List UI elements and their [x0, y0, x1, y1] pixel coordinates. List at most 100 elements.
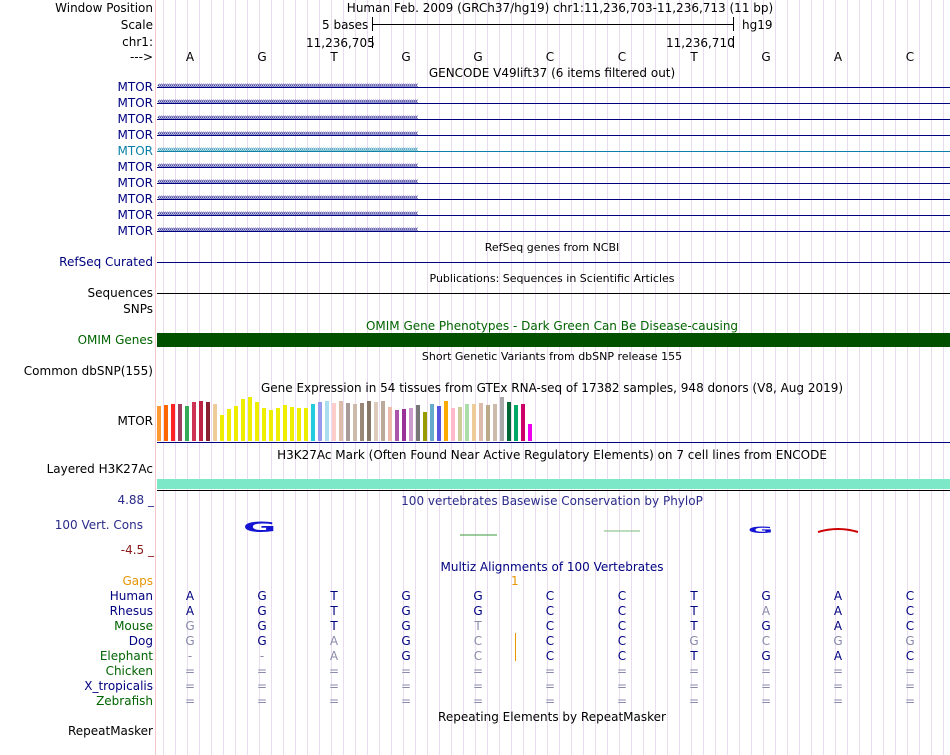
gtex-tissue-bar[interactable] [430, 404, 434, 441]
gtex-tissue-bar[interactable] [276, 408, 280, 441]
refseq-label[interactable]: RefSeq Curated [59, 255, 153, 269]
gencode-transcript-label[interactable]: MTOR [117, 208, 153, 222]
gencode-transcript-line[interactable]: ‹‹‹‹‹‹‹‹‹‹‹‹‹‹‹‹‹‹‹‹‹‹‹‹‹‹‹‹‹‹‹‹‹‹‹‹‹‹‹‹… [157, 178, 950, 184]
gtex-tissue-bar[interactable] [493, 404, 497, 441]
gtex-tissue-bar[interactable] [269, 410, 273, 441]
gtex-tissue-bar[interactable] [500, 397, 504, 441]
species-label[interactable]: Zebrafish [96, 694, 153, 708]
species-label[interactable]: Elephant [99, 649, 153, 663]
gtex-tissue-bar[interactable] [437, 406, 441, 441]
gtex-tissue-bar[interactable] [423, 412, 427, 441]
h3k27ac-label[interactable]: Layered H3K27Ac [46, 462, 153, 476]
gencode-transcript-label[interactable]: MTOR [117, 160, 153, 174]
gtex-tissue-bar[interactable] [318, 402, 322, 441]
species-label[interactable]: Human [109, 589, 153, 603]
gtex-tissue-bar[interactable] [332, 403, 336, 441]
gencode-transcript-line[interactable]: ‹‹‹‹‹‹‹‹‹‹‹‹‹‹‹‹‹‹‹‹‹‹‹‹‹‹‹‹‹‹‹‹‹‹‹‹‹‹‹‹… [157, 82, 950, 88]
gtex-tissue-bar[interactable] [192, 402, 196, 441]
gtex-tissue-bar[interactable] [157, 406, 161, 441]
gencode-transcript-label[interactable]: MTOR [117, 176, 153, 190]
gtex-tissue-bar[interactable] [374, 402, 378, 441]
gtex-tissue-bar[interactable] [185, 406, 189, 441]
gtex-tissue-bar[interactable] [507, 402, 511, 441]
omim-label[interactable]: OMIM Genes [77, 333, 153, 347]
gencode-transcript-line[interactable]: ‹‹‹‹‹‹‹‹‹‹‹‹‹‹‹‹‹‹‹‹‹‹‹‹‹‹‹‹‹‹‹‹‹‹‹‹‹‹‹‹… [157, 146, 950, 152]
gtex-tissue-bar[interactable] [248, 397, 252, 441]
gtex-tissue-bar[interactable] [528, 424, 532, 441]
gencode-transcript-label[interactable]: MTOR [117, 128, 153, 142]
gtex-tissue-bar[interactable] [444, 401, 448, 441]
gencode-transcript-label[interactable]: MTOR [117, 144, 153, 158]
gtex-tissue-bar[interactable] [227, 409, 231, 441]
gtex-tissue-bar[interactable] [255, 402, 259, 441]
publications-label[interactable]: Sequences [87, 286, 153, 300]
gtex-tissue-bar[interactable] [206, 402, 210, 441]
gtex-tissue-bar[interactable] [164, 405, 168, 441]
gaps-label[interactable]: Gaps [122, 574, 153, 588]
gtex-tissue-bar[interactable] [283, 405, 287, 441]
gtex-tissue-bar[interactable] [171, 404, 175, 441]
gencode-transcript-label[interactable]: MTOR [117, 224, 153, 238]
gencode-transcript-label[interactable]: MTOR [117, 80, 153, 94]
gtex-tissue-bar[interactable] [220, 415, 224, 441]
gtex-tissue-bar[interactable] [241, 399, 245, 441]
gtex-tissue-bar[interactable] [514, 405, 518, 441]
gencode-transcript-line[interactable]: ‹‹‹‹‹‹‹‹‹‹‹‹‹‹‹‹‹‹‹‹‹‹‹‹‹‹‹‹‹‹‹‹‹‹‹‹‹‹‹‹… [157, 162, 950, 168]
gtex-tissue-bar[interactable] [381, 401, 385, 441]
gtex-tissue-bar[interactable] [360, 403, 364, 441]
gtex-tissue-bar[interactable] [402, 409, 406, 441]
omim-bar[interactable] [157, 333, 950, 347]
gtex-tissue-bar[interactable] [451, 408, 455, 441]
gtex-tissue-bar[interactable] [367, 401, 371, 441]
dbsnp-label[interactable]: Common dbSNP(155) [23, 364, 153, 378]
cons-label[interactable]: 100 Vert. Cons [54, 518, 143, 532]
gencode-transcript-line[interactable]: ‹‹‹‹‹‹‹‹‹‹‹‹‹‹‹‹‹‹‹‹‹‹‹‹‹‹‹‹‹‹‹‹‹‹‹‹‹‹‹‹… [157, 226, 950, 232]
repeatmasker-label[interactable]: RepeatMasker [67, 724, 153, 738]
gencode-transcript-line[interactable]: ‹‹‹‹‹‹‹‹‹‹‹‹‹‹‹‹‹‹‹‹‹‹‹‹‹‹‹‹‹‹‹‹‹‹‹‹‹‹‹‹… [157, 98, 950, 104]
gencode-transcript-line[interactable]: ‹‹‹‹‹‹‹‹‹‹‹‹‹‹‹‹‹‹‹‹‹‹‹‹‹‹‹‹‹‹‹‹‹‹‹‹‹‹‹‹… [157, 114, 950, 120]
gencode-transcript-line[interactable]: ‹‹‹‹‹‹‹‹‹‹‹‹‹‹‹‹‹‹‹‹‹‹‹‹‹‹‹‹‹‹‹‹‹‹‹‹‹‹‹‹… [157, 130, 950, 136]
species-label[interactable]: X_tropicalis [84, 679, 153, 693]
refseq-line[interactable] [157, 262, 950, 263]
gencode-transcript-line[interactable]: ‹‹‹‹‹‹‹‹‹‹‹‹‹‹‹‹‹‹‹‹‹‹‹‹‹‹‹‹‹‹‹‹‹‹‹‹‹‹‹‹… [157, 194, 950, 200]
reference-base: A [833, 50, 843, 64]
gtex-tissue-bar[interactable] [388, 407, 392, 441]
gtex-tissue-bar[interactable] [234, 406, 238, 441]
gtex-tissue-bar[interactable] [465, 404, 469, 441]
gencode-transcript-label[interactable]: MTOR [117, 96, 153, 110]
gtex-label[interactable]: MTOR [117, 414, 153, 428]
publications-line[interactable] [157, 293, 950, 294]
species-label[interactable]: Chicken [105, 664, 153, 678]
gtex-tissue-bar[interactable] [472, 404, 476, 441]
gencode-transcript-label[interactable]: MTOR [117, 192, 153, 206]
species-label[interactable]: Mouse [114, 619, 153, 633]
gtex-tissue-bar[interactable] [479, 403, 483, 441]
gtex-tissue-bar[interactable] [521, 404, 525, 441]
gtex-tissue-bar[interactable] [178, 404, 182, 441]
gtex-tissue-bar[interactable] [353, 404, 357, 441]
gtex-tissue-bar[interactable] [311, 404, 315, 441]
species-label[interactable]: Dog [128, 634, 153, 648]
gencode-transcript-label[interactable]: MTOR [117, 112, 153, 126]
h3k27ac-signal[interactable] [157, 479, 950, 489]
gtex-tissue-bar[interactable] [409, 408, 413, 441]
gtex-tissue-bar[interactable] [416, 405, 420, 441]
gtex-tissue-bar[interactable] [395, 410, 399, 441]
coord-right: 11,236,710 [666, 36, 735, 50]
gtex-tissue-bar[interactable] [213, 404, 217, 441]
chrom-label: chr1: [122, 35, 153, 49]
species-label[interactable]: Rhesus [109, 604, 153, 618]
gtex-tissue-bar[interactable] [304, 408, 308, 441]
gtex-tissue-bar[interactable] [458, 407, 462, 441]
gtex-tissue-bar[interactable] [325, 401, 329, 441]
gtex-tissue-bar[interactable] [262, 408, 266, 441]
gtex-tissue-bar[interactable] [486, 405, 490, 441]
gtex-tissue-bar[interactable] [297, 408, 301, 441]
gtex-tissue-bar[interactable] [346, 403, 350, 441]
gtex-tissue-bar[interactable] [199, 401, 203, 441]
gtex-tissue-bar[interactable] [290, 407, 294, 441]
gencode-transcript-line[interactable]: ‹‹‹‹‹‹‹‹‹‹‹‹‹‹‹‹‹‹‹‹‹‹‹‹‹‹‹‹‹‹‹‹‹‹‹‹‹‹‹‹… [157, 210, 950, 216]
gtex-tissue-bar[interactable] [339, 401, 343, 441]
snps-label[interactable]: SNPs [123, 302, 153, 316]
